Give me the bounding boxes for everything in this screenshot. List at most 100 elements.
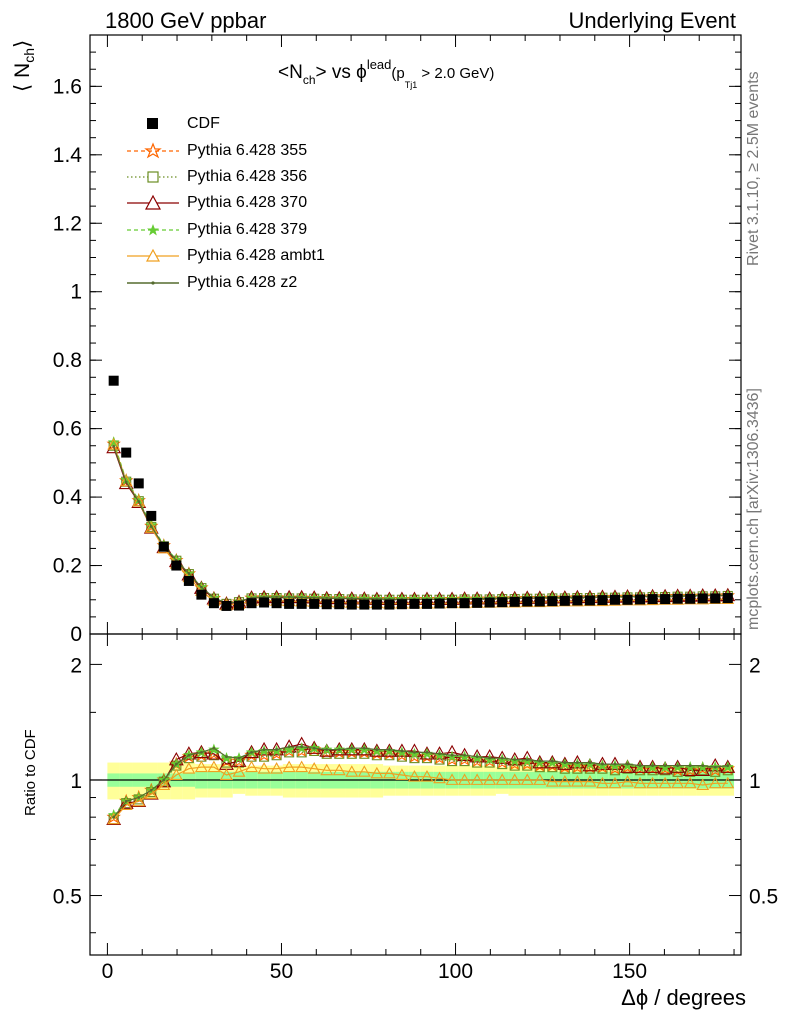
main-ytick-label: 0.6	[53, 418, 82, 441]
ratio-point-pythia-6-428-z2	[375, 748, 379, 751]
ratio-point-pythia-6-428-ambt1	[583, 775, 597, 787]
ratio-point-pythia-6-428-z2	[438, 752, 441, 756]
mcplots-label: mcplots.cern.ch [arXiv:1306.3436]	[745, 388, 762, 630]
y-axis-label-main: ⟨ Nch⟩	[10, 40, 37, 92]
ratio-ytick-label-right: 1	[749, 770, 761, 793]
main-point-pythia-6-428-ambt1	[107, 438, 121, 450]
ratio-point-pythia-6-428-ambt1	[169, 768, 183, 780]
ratio-point-pythia-6-428-z2	[525, 758, 529, 761]
cdf-data-point	[409, 598, 420, 609]
ratio-point-pythia-6-428-z2	[563, 761, 567, 764]
plot-title: <Nch> vs ϕlead(pTj1 > 2.0 GeV)	[278, 57, 494, 90]
ratio-point-pythia-6-428-z2	[538, 759, 542, 763]
cdf-data-point	[334, 599, 345, 610]
legend-marker-356	[127, 171, 179, 183]
cdf-data-point	[647, 594, 658, 605]
ratio-point-pythia-6-428-ambt1	[633, 776, 647, 789]
ratio-point-pythia-6-428-z2	[212, 746, 216, 750]
ratio-point-pythia-6-428-z2	[300, 745, 304, 749]
x-axis-label: Δϕ / degrees	[621, 985, 746, 1010]
xtick-label: 0	[102, 960, 114, 983]
cdf-data-point	[296, 598, 307, 609]
ratio-point-pythia-6-428-ambt1	[658, 776, 672, 789]
ratio-panel-frame	[89, 633, 742, 956]
ratio-point-pythia-6-428-z2	[488, 756, 492, 760]
title-mid: > vs ϕ	[315, 62, 367, 83]
ratio-point-pythia-6-428-ambt1	[708, 776, 722, 789]
ratio-point-pythia-6-428-z2	[638, 764, 642, 767]
rivet-version-label: Rivet 3.1.10, ≥ 2.5M events	[745, 71, 762, 266]
legend-label-cdf: CDF	[187, 115, 220, 133]
ratio-point-pythia-6-428-z2	[550, 759, 554, 763]
main-line-pythia-6-428-355	[113, 443, 728, 605]
main-point-pythia-6-428-379	[107, 436, 120, 448]
cdf-data-point	[133, 478, 144, 489]
ratio-point-pythia-6-428-ambt1	[671, 776, 685, 789]
legend-label-370: Pythia 6.428 370	[187, 194, 308, 212]
xtick-label: 100	[438, 960, 473, 983]
ratio-point-pythia-6-428-ambt1	[683, 776, 697, 789]
ratio-point-pythia-6-428-ambt1	[445, 773, 459, 785]
ratio-point-pythia-6-428-ambt1	[696, 778, 710, 790]
legend-label-356: Pythia 6.428 356	[187, 167, 308, 185]
ratio-point-pythia-6-428-z2	[651, 764, 654, 767]
main-point-pythia-6-428-z2	[149, 525, 153, 528]
ratio-point-pythia-6-428-370	[707, 757, 723, 772]
legend-label-z2: Pythia 6.428 z2	[187, 273, 298, 291]
axis-ticks: 0 0.2 0.4 0.6 0.8 1 1.2 1.4 1.6 0.5 0.5 1 1 2 2 0 50 100 1…	[53, 35, 778, 983]
ratio-point-pythia-6-428-z2	[463, 753, 466, 757]
ratio-point-pythia-6-428-ambt1	[420, 770, 434, 782]
main-ytick-label: 1.4	[53, 144, 83, 167]
ratio-point-pythia-6-428-ambt1	[307, 762, 321, 774]
legend-entry-ambt1: Pythia 6.428 ambt1	[125, 243, 325, 269]
ratio-point-pythia-6-428-z2	[663, 764, 667, 767]
cdf-data-point	[685, 593, 696, 604]
ratio-point-pythia-6-428-ambt1	[357, 765, 371, 777]
ratio-point-pythia-6-428-ambt1	[370, 766, 384, 779]
ratio-point-pythia-6-428-ambt1	[345, 765, 359, 777]
ratio-point-pythia-6-428-z2	[287, 745, 291, 749]
cdf-data-point	[434, 598, 445, 609]
cdf-data-point	[108, 375, 119, 386]
cdf-data-point	[384, 599, 395, 610]
cdf-data-point	[459, 598, 470, 609]
cdf-data-point	[572, 595, 583, 606]
ratio-point-pythia-6-428-z2	[174, 762, 178, 766]
ratio-point-pythia-6-428-z2	[613, 762, 617, 766]
ratio-point-pythia-6-428-z2	[137, 796, 141, 799]
main-point-pythia-6-428-z2	[312, 596, 316, 600]
title-lhs: <N	[278, 62, 303, 83]
ratio-point-pythia-6-428-z2	[275, 748, 278, 751]
title-lhs-sub: ch	[302, 73, 316, 87]
ratio-point-pythia-6-428-z2	[688, 764, 692, 767]
ratio-point-pythia-6-428-z2	[112, 815, 116, 819]
cdf-data-point	[722, 593, 733, 604]
main-point-pythia-6-428-z2	[350, 597, 354, 600]
header-right-label: Underlying Event	[568, 8, 736, 33]
ratio-point-pythia-6-428-z2	[400, 749, 404, 753]
ratio-point-pythia-6-428-ambt1	[282, 760, 296, 773]
ratio-point-pythia-6-428-370	[657, 761, 673, 775]
cdf-data-point	[146, 510, 157, 521]
cdf-data-point	[660, 594, 671, 605]
cdf-data-point	[359, 599, 370, 610]
cdf-data-point	[183, 575, 194, 586]
ratio-point-pythia-6-428-z2	[149, 788, 153, 792]
ratio-point-pythia-6-428-z2	[450, 753, 454, 757]
ratio-point-pythia-6-428-z2	[350, 746, 354, 750]
ratio-point-pythia-6-428-z2	[250, 750, 253, 754]
main-point-pythia-6-428-z2	[325, 596, 329, 600]
axes-frames	[89, 34, 742, 956]
ratio-point-pythia-6-428-ambt1	[320, 763, 334, 776]
cdf-data-point	[271, 598, 282, 609]
cdf-data-point	[447, 598, 458, 609]
legend: CDF Pythia 6.428 355 Pythia 6.428 356 Py…	[125, 111, 325, 296]
cdf-data-point	[635, 594, 646, 605]
main-point-pythia-6-428-z2	[287, 595, 291, 599]
ratio-point-pythia-6-428-370	[457, 747, 473, 761]
ratio-ytick-label-right: 0.5	[749, 886, 778, 909]
main-ytick-label: 0.4	[53, 486, 83, 509]
cdf-data-point	[497, 597, 508, 608]
ratio-point-pythia-6-428-ambt1	[470, 773, 484, 785]
main-line-pythia-6-428-379	[113, 442, 728, 604]
